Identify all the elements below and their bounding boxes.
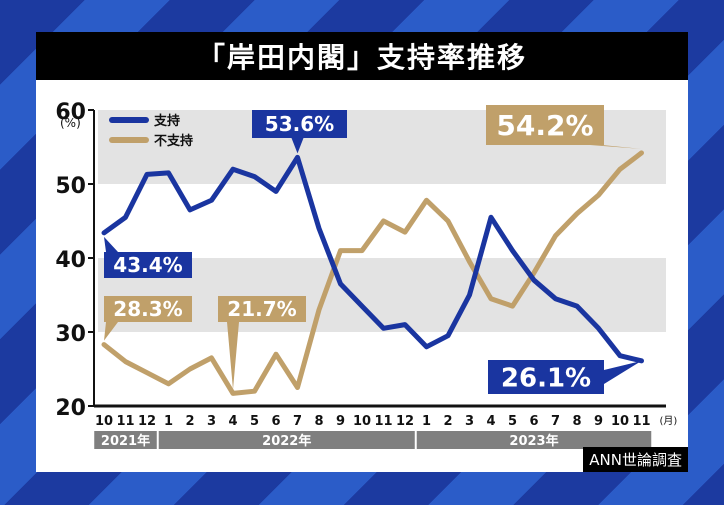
- x-tick-label: 6: [529, 414, 538, 429]
- callout-box: [488, 360, 604, 394]
- year-label: 2023年: [509, 433, 558, 449]
- x-tick-label: 12: [396, 414, 414, 429]
- callout-tail: [291, 138, 304, 154]
- x-tick-label: 9: [336, 414, 345, 429]
- x-tick-label: 7: [551, 414, 560, 429]
- x-tick-label: 3: [465, 414, 474, 429]
- callout-box: [252, 110, 347, 138]
- x-tick-label: 5: [508, 414, 517, 429]
- legend-label: 支持: [153, 113, 180, 129]
- x-tick-label: 7: [293, 414, 302, 429]
- x-tick-label: 8: [314, 414, 323, 429]
- callout-label: 26.1%: [501, 363, 591, 393]
- callout-tail: [604, 360, 642, 384]
- x-tick-label: 5: [250, 414, 259, 429]
- source-label: ANN世論調査: [583, 447, 688, 472]
- y-tick-label: 60: [55, 100, 86, 125]
- callout-label: 53.6%: [265, 112, 334, 136]
- x-tick-label: 3: [207, 414, 216, 429]
- x-tick-label: 11: [632, 414, 650, 429]
- grid-band: [98, 258, 666, 332]
- year-label: 2021年: [101, 433, 150, 449]
- y-tick-label: 40: [55, 248, 86, 273]
- x-tick-label: 11: [116, 414, 134, 429]
- year-bar: [158, 431, 415, 449]
- y-tick-label: 30: [55, 322, 86, 347]
- callout-tail: [227, 322, 239, 390]
- x-tick-label: 10: [611, 414, 629, 429]
- callout-label: 21.7%: [227, 297, 296, 321]
- x-tick-label: 2: [443, 414, 452, 429]
- callout-tail: [104, 236, 118, 252]
- year-bar: [94, 431, 157, 449]
- svg-text:(月): (月): [660, 415, 678, 427]
- callout-label: 54.2%: [496, 109, 593, 142]
- x-tick-label: 12: [138, 414, 156, 429]
- year-bar: [416, 431, 652, 449]
- x-tick-label: 1: [164, 414, 173, 429]
- x-tick-label: 2: [185, 414, 194, 429]
- series-line-1: [101, 150, 644, 396]
- callout-tail: [590, 145, 642, 149]
- x-tick-label: 10: [353, 414, 371, 429]
- chart-title: 「岸田内閣」支持率推移: [36, 32, 688, 80]
- callout-box: [104, 252, 192, 278]
- callout-label: 28.3%: [113, 297, 182, 321]
- y-tick-label: 50: [55, 174, 86, 199]
- x-tick-label: 6: [271, 414, 280, 429]
- callout-label: 43.4%: [113, 253, 182, 277]
- callout-box: [486, 105, 604, 145]
- year-label: 2022年: [262, 433, 311, 449]
- series-line-0: [101, 154, 644, 364]
- x-tick-label: 4: [228, 414, 237, 429]
- x-tick-label: 9: [594, 414, 603, 429]
- x-tick-label: 1: [422, 414, 431, 429]
- y-tick-label: 20: [55, 396, 86, 421]
- x-tick-label: 4: [486, 414, 495, 429]
- x-tick-label: 8: [572, 414, 581, 429]
- legend-label: 不支持: [154, 133, 193, 149]
- chart-panel: 「岸田内閣」支持率推移 20 30 40 50 60 (%) 10 11 12 1 2 3 4 5 6 7 8 9…: [36, 32, 688, 472]
- callout-tail: [104, 322, 118, 341]
- y-unit: (%): [60, 116, 81, 130]
- callout-box: [218, 296, 306, 322]
- callout-box: [104, 296, 192, 322]
- x-tick-label: 10: [95, 414, 113, 429]
- x-tick-label: 11: [374, 414, 392, 429]
